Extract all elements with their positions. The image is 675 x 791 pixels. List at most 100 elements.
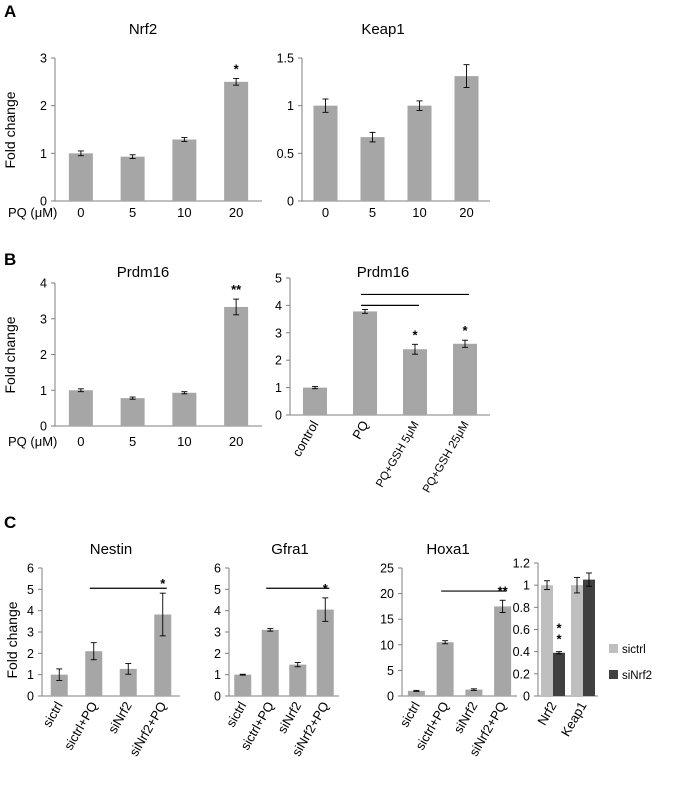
y-tick-label: 20	[380, 587, 394, 601]
x-category-label: 10	[412, 205, 426, 220]
x-category-label: 5	[129, 205, 136, 220]
chart-title: Nestin	[90, 541, 133, 558]
y-tick-label: 1	[40, 384, 47, 398]
x-category-label: 5	[129, 434, 136, 449]
bar	[360, 137, 385, 201]
bar	[289, 664, 307, 696]
y-tick-label: 15	[380, 613, 394, 627]
x-category-label: sictrl	[397, 699, 423, 730]
y-tick-label: 10	[380, 638, 394, 652]
bar	[120, 156, 145, 201]
x-category-label: 20	[229, 434, 243, 449]
y-axis-label: Fold change	[2, 316, 18, 393]
bar	[172, 392, 197, 426]
bar	[303, 387, 327, 415]
y-tick-label: 4	[214, 604, 221, 618]
bar	[234, 674, 252, 696]
significance-marker: *	[160, 576, 166, 591]
legend-label-sictrl: sictrl	[622, 644, 646, 656]
y-tick-label: 4	[275, 299, 282, 313]
x-category-label: sictrl+PQ	[61, 699, 101, 752]
bar	[120, 398, 145, 426]
y-tick-label: 3	[27, 626, 34, 640]
chart-b-prdm16-pq: Prdm16 Fold change 0 1 2 3 4 PQ (μM) ** 0 5 10 20	[2, 264, 262, 449]
y-tick-label: 1	[40, 147, 47, 161]
bar	[454, 76, 479, 201]
chart-c-hoxa1: Hoxa10510152025**sictrlsictrl+PQsiNrf2si…	[380, 541, 517, 759]
y-tick-label: 1	[523, 579, 530, 593]
x-prefix-label: PQ (μM)	[8, 205, 57, 220]
chart-b-prdm16-gsh: Prdm16 0 1 2 3 4 5 * * control PQ PQ+GSH 5μM PQ+GSH …	[275, 264, 490, 495]
x-category-label: siNrf2	[105, 699, 135, 736]
y-tick-label: 1	[287, 99, 294, 113]
bar	[85, 651, 103, 696]
chart-title: Keap1	[361, 21, 404, 38]
x-category-label: Nrf2	[534, 699, 559, 728]
bar	[172, 139, 197, 201]
significance-marker: *	[556, 621, 562, 636]
y-tick-label: 0	[27, 690, 34, 704]
y-tick-label: 0.5	[277, 147, 294, 161]
bar	[261, 629, 279, 696]
significance-marker: *	[556, 632, 562, 647]
chart-title: Prdm16	[357, 264, 410, 281]
y-tick-label: 0	[287, 195, 294, 209]
x-category-label: control	[289, 418, 322, 459]
bar	[453, 343, 477, 415]
bar	[119, 668, 137, 696]
y-tick-label: 0.2	[513, 667, 530, 681]
legend: sictrl siNrf2	[609, 644, 652, 682]
bar	[436, 642, 454, 696]
bar	[224, 81, 249, 201]
y-tick-label: 0.6	[513, 623, 530, 637]
chart-c-nestin: Nestin Fold change 0 1 2 3 4 5 6 * sictrlsictrl+PQ…	[4, 541, 180, 759]
bar	[407, 105, 432, 201]
bar	[571, 585, 583, 696]
x-category-label: 20	[229, 205, 243, 220]
panel-letter-b: B	[4, 250, 16, 269]
y-tick-label: 5	[275, 272, 282, 286]
chart-title: Gfra1	[271, 541, 309, 558]
x-category-label: 20	[459, 205, 473, 220]
y-tick-label: 1.2	[513, 557, 530, 571]
x-category-label: PQ	[349, 418, 371, 442]
chart-a-keap1: Keap1 0 0.5 1 1.5 0 5 10 20	[277, 21, 490, 220]
bar	[553, 652, 565, 696]
y-tick-label: 3	[40, 52, 47, 66]
y-tick-label: 0	[214, 690, 221, 704]
x-category-label: Keap1	[558, 699, 590, 739]
y-tick-label: 5	[214, 583, 221, 597]
y-axis-label: Fold change	[2, 91, 18, 168]
x-category-label: sictrl	[39, 699, 65, 730]
x-category-label: PQ+GSH 25μM	[421, 420, 472, 496]
x-category-label: 0	[322, 205, 329, 220]
legend-label-sinrf2: siNrf2	[622, 670, 652, 682]
y-tick-label: 0	[40, 420, 47, 434]
y-tick-label: 3	[214, 626, 221, 640]
significance-marker: *	[412, 327, 418, 342]
y-tick-label: 1.5	[277, 52, 294, 66]
chart-title: Nrf2	[129, 21, 157, 38]
x-category-label: sictrl	[223, 699, 249, 730]
y-tick-label: 4	[27, 604, 34, 618]
y-tick-label: 0	[40, 195, 47, 209]
bar	[407, 690, 425, 696]
y-tick-label: 6	[214, 562, 221, 576]
bar	[68, 153, 93, 201]
y-tick-label: 5	[27, 583, 34, 597]
panel-letter-a: A	[4, 2, 16, 21]
y-tick-label: 4	[40, 277, 47, 291]
bar	[583, 579, 595, 696]
bar	[353, 311, 377, 415]
chart-c-gfra1: Gfra10123456*sictrlsictrl+PQsiNrf2siNrf2…	[214, 541, 339, 759]
y-tick-label: 0	[275, 409, 282, 423]
bar	[154, 614, 172, 696]
y-tick-label: 2	[275, 354, 282, 368]
y-tick-label: 6	[27, 562, 34, 576]
bar	[50, 674, 68, 696]
bar	[541, 585, 553, 696]
x-category-label: 5	[369, 205, 376, 220]
bar	[68, 390, 93, 426]
